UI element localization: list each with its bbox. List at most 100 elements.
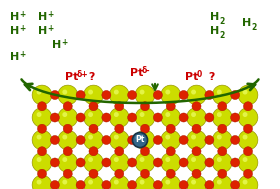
Circle shape — [161, 153, 181, 172]
Circle shape — [84, 108, 103, 127]
Circle shape — [50, 91, 59, 100]
Circle shape — [217, 135, 222, 139]
Circle shape — [76, 113, 85, 122]
Circle shape — [114, 90, 119, 94]
Text: Pt: Pt — [185, 72, 198, 82]
Circle shape — [187, 85, 206, 105]
Circle shape — [63, 102, 72, 111]
Circle shape — [192, 169, 201, 178]
Circle shape — [128, 113, 137, 122]
Circle shape — [238, 153, 258, 172]
Circle shape — [88, 135, 93, 139]
Text: H: H — [10, 12, 19, 22]
Circle shape — [58, 108, 78, 127]
Text: ?: ? — [85, 72, 95, 82]
Circle shape — [187, 175, 206, 189]
Circle shape — [238, 108, 258, 127]
Circle shape — [115, 124, 124, 133]
Circle shape — [218, 124, 227, 133]
Circle shape — [161, 85, 181, 105]
Circle shape — [242, 112, 248, 117]
Circle shape — [244, 147, 253, 156]
Circle shape — [88, 180, 93, 184]
Circle shape — [84, 175, 103, 189]
Circle shape — [128, 136, 137, 145]
Circle shape — [115, 169, 124, 178]
Text: 0: 0 — [197, 70, 202, 79]
Circle shape — [238, 175, 258, 189]
Circle shape — [141, 169, 150, 178]
Circle shape — [84, 130, 103, 150]
Text: H: H — [10, 52, 19, 62]
Text: 2: 2 — [219, 17, 224, 26]
Circle shape — [109, 175, 129, 189]
Circle shape — [165, 90, 170, 94]
Circle shape — [191, 90, 196, 94]
Circle shape — [76, 180, 85, 189]
Circle shape — [218, 102, 227, 111]
Circle shape — [135, 130, 155, 150]
Circle shape — [141, 102, 150, 111]
Circle shape — [231, 113, 240, 122]
Text: ?: ? — [205, 72, 215, 82]
Text: H: H — [210, 26, 219, 36]
Circle shape — [231, 158, 240, 167]
Circle shape — [140, 180, 144, 184]
Text: H: H — [10, 26, 19, 36]
Circle shape — [217, 90, 222, 94]
Circle shape — [37, 157, 41, 162]
Circle shape — [135, 108, 155, 127]
Circle shape — [165, 112, 170, 117]
Circle shape — [109, 130, 129, 150]
Circle shape — [136, 136, 140, 140]
Circle shape — [166, 124, 175, 133]
Circle shape — [179, 136, 188, 145]
Circle shape — [153, 158, 162, 167]
Text: Pt: Pt — [135, 136, 145, 145]
Circle shape — [63, 169, 72, 178]
Circle shape — [140, 90, 144, 94]
Circle shape — [231, 91, 240, 100]
Circle shape — [84, 153, 103, 172]
Circle shape — [242, 157, 248, 162]
Circle shape — [58, 153, 78, 172]
Circle shape — [217, 157, 222, 162]
Circle shape — [37, 90, 41, 94]
Circle shape — [242, 180, 248, 184]
Circle shape — [153, 136, 162, 145]
Text: +: + — [19, 50, 25, 59]
Circle shape — [187, 130, 206, 150]
Circle shape — [179, 158, 188, 167]
Circle shape — [166, 169, 175, 178]
Circle shape — [32, 108, 52, 127]
Circle shape — [135, 153, 155, 172]
Circle shape — [89, 102, 98, 111]
Circle shape — [213, 175, 232, 189]
Circle shape — [140, 135, 144, 139]
Text: 2: 2 — [251, 23, 256, 32]
Circle shape — [50, 158, 59, 167]
Circle shape — [244, 124, 253, 133]
Circle shape — [153, 180, 162, 189]
Text: H: H — [38, 26, 47, 36]
Circle shape — [161, 108, 181, 127]
Circle shape — [205, 158, 214, 167]
Circle shape — [38, 124, 46, 133]
Circle shape — [244, 169, 253, 178]
Circle shape — [135, 175, 155, 189]
Circle shape — [76, 158, 85, 167]
Circle shape — [109, 153, 129, 172]
Circle shape — [109, 85, 129, 105]
Circle shape — [205, 113, 214, 122]
Text: +: + — [19, 10, 25, 19]
Circle shape — [114, 135, 119, 139]
Circle shape — [58, 175, 78, 189]
Circle shape — [165, 157, 170, 162]
Circle shape — [63, 124, 72, 133]
Circle shape — [238, 85, 258, 105]
Text: +: + — [47, 10, 53, 19]
Text: 2: 2 — [219, 31, 224, 40]
Circle shape — [166, 147, 175, 156]
Circle shape — [102, 113, 111, 122]
Circle shape — [102, 158, 111, 167]
